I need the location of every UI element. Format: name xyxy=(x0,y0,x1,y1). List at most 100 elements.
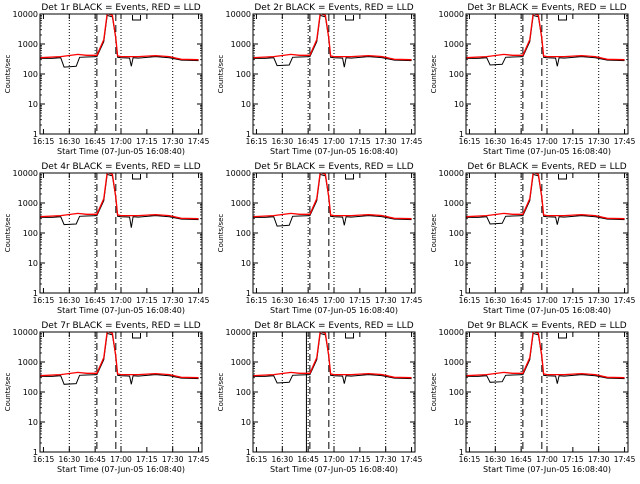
interval-marker xyxy=(558,174,568,180)
x-tick-label: 17:00 xyxy=(323,296,345,305)
y-tick-label: 1000 xyxy=(18,358,38,367)
x-axis-label: Start Time (07-Jun-05 16:08:40) xyxy=(270,147,398,156)
series-line-lld xyxy=(466,332,625,379)
x-tick-label: 17:30 xyxy=(588,455,610,464)
series-line-events xyxy=(40,14,199,68)
y-tick-label: 1000 xyxy=(444,199,464,208)
chart-panel-1: Det 1r BLACK = Events, RED = LLD 1 10 100 10… xyxy=(4,3,210,156)
chart-title: Det 3r BLACK = Events, RED = LLD xyxy=(467,3,626,13)
x-tick-label: 16:45 xyxy=(84,455,106,464)
x-tick-label: 16:30 xyxy=(271,455,293,464)
y-tick-label: 1 xyxy=(459,448,464,457)
chart-title: Det 6r BLACK = Events, RED = LLD xyxy=(467,162,626,172)
x-tick-label: 17:15 xyxy=(136,455,158,464)
x-tick-label: 16:30 xyxy=(484,296,506,305)
interval-marker xyxy=(132,174,142,180)
x-tick-label: 17:45 xyxy=(401,137,423,146)
y-axis-label: Counts/sec xyxy=(430,214,438,253)
x-tick-label: 16:30 xyxy=(484,137,506,146)
x-tick-label: 16:30 xyxy=(58,137,80,146)
x-tick-label: 17:15 xyxy=(136,137,158,146)
y-tick-label: 1 xyxy=(33,448,38,457)
y-tick-label: 1 xyxy=(33,130,38,139)
x-tick-label: 16:15 xyxy=(459,455,481,464)
y-tick-label: 1 xyxy=(246,289,251,298)
x-tick-label: 16:45 xyxy=(297,137,319,146)
x-axis-label: Start Time (07-Jun-05 16:08:40) xyxy=(57,147,185,156)
series-line-lld xyxy=(253,332,412,379)
x-tick-label: 17:00 xyxy=(110,296,132,305)
x-tick-label: 17:15 xyxy=(349,455,371,464)
x-tick-label: 16:45 xyxy=(510,455,532,464)
y-tick-label: 100 xyxy=(449,229,464,238)
x-axis-label: Start Time (07-Jun-05 16:08:40) xyxy=(57,306,185,315)
series-line-events xyxy=(466,14,625,67)
x-tick-label: 17:00 xyxy=(110,137,132,146)
series-line-events xyxy=(253,14,412,68)
x-tick-label: 17:45 xyxy=(401,455,423,464)
x-tick-label: 16:30 xyxy=(271,296,293,305)
x-tick-label: 17:00 xyxy=(323,455,345,464)
x-tick-label: 16:15 xyxy=(459,137,481,146)
x-axis-label: Start Time (07-Jun-05 16:08:40) xyxy=(270,306,398,315)
x-tick-label: 16:45 xyxy=(510,137,532,146)
y-tick-label: 100 xyxy=(23,229,38,238)
y-axis-label: Counts/sec xyxy=(4,55,12,94)
y-tick-label: 10000 xyxy=(226,169,251,178)
y-tick-label: 10000 xyxy=(439,328,464,337)
x-tick-label: 16:15 xyxy=(246,455,268,464)
x-tick-label: 17:15 xyxy=(562,296,584,305)
x-tick-label: 16:45 xyxy=(84,137,106,146)
chart-panel-8: Det 8r BLACK = Events, RED = LLD 1 10 100 10… xyxy=(217,321,423,474)
x-tick-label: 16:45 xyxy=(84,296,106,305)
x-tick-label: 16:15 xyxy=(33,296,55,305)
x-tick-label: 17:30 xyxy=(375,137,397,146)
y-tick-label: 10 xyxy=(28,418,38,427)
y-tick-label: 100 xyxy=(449,70,464,79)
x-tick-label: 17:45 xyxy=(188,137,210,146)
chart-title: Det 7r BLACK = Events, RED = LLD xyxy=(41,321,200,331)
series-line-events xyxy=(40,173,199,228)
x-tick-label: 16:15 xyxy=(246,296,268,305)
y-tick-label: 100 xyxy=(449,388,464,397)
chart-title: Det 8r BLACK = Events, RED = LLD xyxy=(254,321,413,331)
y-tick-label: 1000 xyxy=(444,358,464,367)
x-tick-label: 16:45 xyxy=(297,455,319,464)
x-tick-label: 17:45 xyxy=(188,296,210,305)
interval-marker xyxy=(132,333,142,339)
chart-panel-4: Det 4r BLACK = Events, RED = LLD 1 10 100 10… xyxy=(4,162,210,315)
interval-marker xyxy=(345,15,355,21)
x-tick-label: 17:00 xyxy=(110,455,132,464)
x-axis-label: Start Time (07-Jun-05 16:08:40) xyxy=(483,306,611,315)
x-tick-label: 17:30 xyxy=(162,296,184,305)
x-tick-label: 17:45 xyxy=(614,137,636,146)
y-tick-label: 10 xyxy=(241,100,251,109)
x-tick-label: 17:30 xyxy=(162,455,184,464)
y-tick-label: 1 xyxy=(33,289,38,298)
y-axis-label: Counts/sec xyxy=(430,55,438,94)
chart-panel-9: Det 9r BLACK = Events, RED = LLD 1 10 100 10… xyxy=(430,321,636,474)
series-line-events xyxy=(253,173,412,227)
x-tick-label: 17:45 xyxy=(188,455,210,464)
x-tick-label: 17:45 xyxy=(401,296,423,305)
x-tick-label: 17:00 xyxy=(536,137,558,146)
series-line-events xyxy=(40,332,199,385)
x-tick-label: 17:00 xyxy=(536,455,558,464)
x-tick-label: 17:15 xyxy=(136,296,158,305)
y-tick-label: 1000 xyxy=(18,40,38,49)
y-tick-label: 10 xyxy=(454,259,464,268)
y-tick-label: 10 xyxy=(454,100,464,109)
y-tick-label: 10 xyxy=(241,259,251,268)
x-tick-label: 16:45 xyxy=(510,296,532,305)
series-line-lld xyxy=(253,173,412,220)
y-axis-label: Counts/sec xyxy=(217,373,225,412)
y-axis-label: Counts/sec xyxy=(217,55,225,94)
chart-panel-3: Det 3r BLACK = Events, RED = LLD 1 10 100 10… xyxy=(430,3,636,156)
y-tick-label: 10000 xyxy=(13,10,38,19)
chart-panel-5: Det 5r BLACK = Events, RED = LLD 1 10 100 10… xyxy=(217,162,423,315)
x-tick-label: 17:15 xyxy=(349,137,371,146)
y-tick-label: 10000 xyxy=(439,10,464,19)
x-tick-label: 16:30 xyxy=(58,296,80,305)
x-tick-label: 17:00 xyxy=(536,296,558,305)
y-tick-label: 10 xyxy=(241,418,251,427)
